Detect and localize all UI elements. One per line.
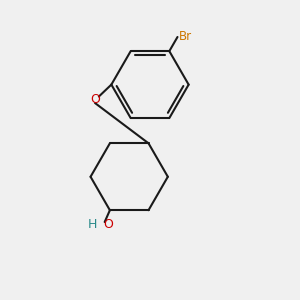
Text: Br: Br [179, 31, 192, 44]
Text: O: O [103, 218, 113, 231]
Text: O: O [90, 93, 100, 106]
Text: H: H [88, 218, 97, 231]
